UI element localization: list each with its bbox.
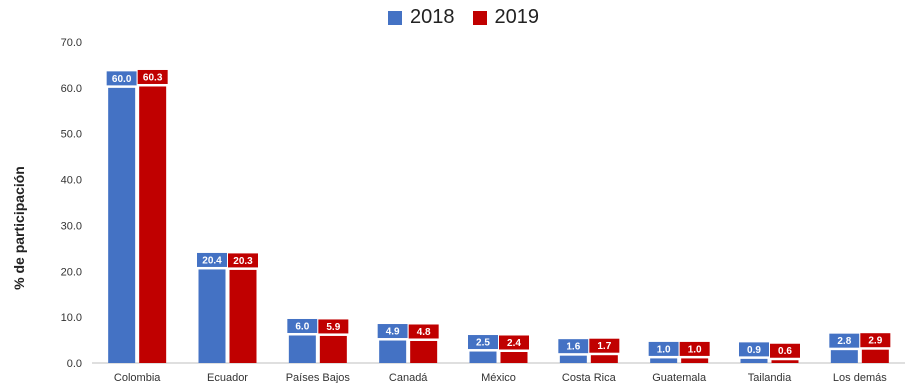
x-tick-label: Canadá: [389, 372, 428, 383]
data-label-2018: 1.6: [566, 342, 580, 353]
bar-2019: [229, 269, 257, 363]
y-tick-label: 20.0: [61, 266, 82, 278]
x-tick-label: Colombia: [114, 372, 161, 383]
data-label-2019: 4.8: [417, 327, 431, 338]
data-label-2019: 20.3: [233, 256, 253, 267]
bar-2018: [379, 340, 407, 363]
legend-swatch-2018: [388, 10, 402, 25]
data-label-2019: 1.0: [688, 344, 702, 355]
legend-item-2018: 2018: [388, 6, 455, 29]
y-tick-label: 0.0: [67, 358, 82, 370]
y-tick-label: 30.0: [61, 220, 82, 232]
y-tick-label: 50.0: [61, 129, 82, 141]
bar-2019: [681, 358, 709, 363]
y-tick-label: 10.0: [61, 312, 82, 324]
legend-label-2019: 2019: [494, 6, 540, 28]
bar-2019: [771, 360, 799, 363]
data-label-2018: 60.0: [112, 74, 132, 85]
x-tick-label: Costa Rica: [562, 372, 617, 383]
x-tick-label: México: [481, 372, 516, 383]
data-label-box-2019: [859, 332, 892, 349]
data-label-2019: 2.9: [868, 336, 882, 347]
data-label-box-2019: [498, 334, 530, 351]
data-label-box-2019: [769, 342, 801, 359]
y-tick-label: 60.0: [61, 83, 82, 95]
y-tick-label: 70.0: [61, 37, 82, 49]
legend-label-2018: 2018: [410, 6, 455, 28]
bar-2019: [861, 349, 889, 363]
data-label-2019: 60.3: [143, 72, 163, 83]
legend-swatch-2019: [472, 10, 487, 25]
bar-2019: [139, 86, 167, 363]
data-label-box-2019: [588, 337, 621, 354]
bar-2018: [740, 358, 768, 363]
bar-2019: [410, 340, 438, 363]
bar-2018: [108, 87, 136, 363]
y-tick-label: 40.0: [61, 175, 82, 187]
bar-2018: [830, 350, 858, 363]
data-label-box-2019: [227, 252, 259, 269]
bar-2018: [650, 358, 678, 363]
data-label-2019: 2.4: [507, 338, 521, 349]
data-label-2019: 0.6: [778, 346, 792, 357]
bar-2018: [198, 269, 226, 363]
data-label-2018: 2.5: [476, 338, 490, 349]
bar-2018: [469, 351, 497, 363]
data-label-box-2019: [407, 323, 440, 340]
bar-2019: [319, 335, 347, 363]
data-label-2018: 0.9: [747, 345, 761, 356]
bar-2018: [288, 335, 316, 363]
x-tick-label: Los demás: [833, 372, 887, 383]
data-label-2019: 5.9: [326, 322, 340, 333]
data-label-2018: 4.9: [386, 327, 400, 338]
x-tick-label: Tailandia: [748, 372, 792, 383]
data-label-box-2019: [678, 340, 711, 357]
data-label-2019: 1.7: [597, 341, 611, 352]
data-label-2018: 1.0: [657, 344, 671, 355]
data-label-2018: 20.4: [202, 255, 222, 266]
x-tick-label: Países Bajos: [286, 372, 351, 383]
bar-2019: [500, 351, 528, 363]
x-tick-label: Guatemala: [652, 372, 707, 383]
data-label-box-2019: [136, 68, 169, 85]
data-label-2018: 6.0: [295, 321, 309, 332]
data-label-2018: 2.8: [837, 336, 851, 347]
bar-2019: [590, 355, 618, 363]
chart-legend: 2018 2019: [388, 6, 551, 29]
bar-2018: [559, 355, 587, 363]
legend-item-2019: 2019: [472, 6, 540, 29]
data-label-box-2019: [317, 318, 350, 335]
x-tick-label: Ecuador: [207, 372, 248, 383]
